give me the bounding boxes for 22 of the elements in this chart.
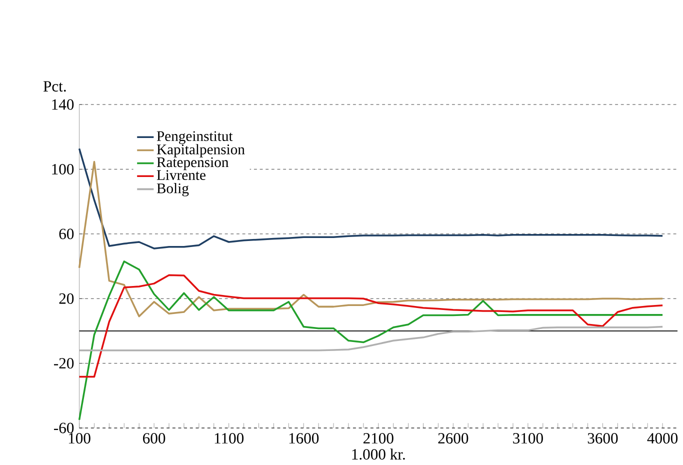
x-tick-label: 600 [143, 433, 166, 444]
y-tick-label: 140 [52, 99, 74, 110]
x-tick-label: 100 [68, 433, 90, 444]
legend-label: Kapitalpension [156, 144, 245, 158]
y-tick-label: 60 [59, 228, 74, 240]
y-tick-label: -20 [54, 358, 74, 369]
x-tick-label: 2600 [438, 433, 468, 444]
legend-label: Bolig [156, 183, 189, 197]
legend-label: Pengeinstitut [156, 131, 233, 144]
y-axis-title: Pct. [43, 81, 66, 92]
x-tick-label: 3100 [513, 433, 543, 444]
x-tick-label: 3600 [588, 433, 618, 444]
y-tick-label: -60 [54, 422, 74, 434]
x-tick-label: 1100 [214, 433, 244, 444]
x-tick-label: 4000 [647, 433, 678, 444]
y-tick-label: 100 [52, 164, 74, 175]
x-tick-label: 2100 [363, 433, 394, 444]
legend-label: Livrente [156, 170, 206, 180]
x-axis-title: 1.000 kr. [352, 448, 405, 460]
legend-label: Ratepension [156, 158, 229, 170]
x-tick-label: 1600 [289, 433, 319, 444]
y-tick-label: 20 [59, 294, 74, 304]
